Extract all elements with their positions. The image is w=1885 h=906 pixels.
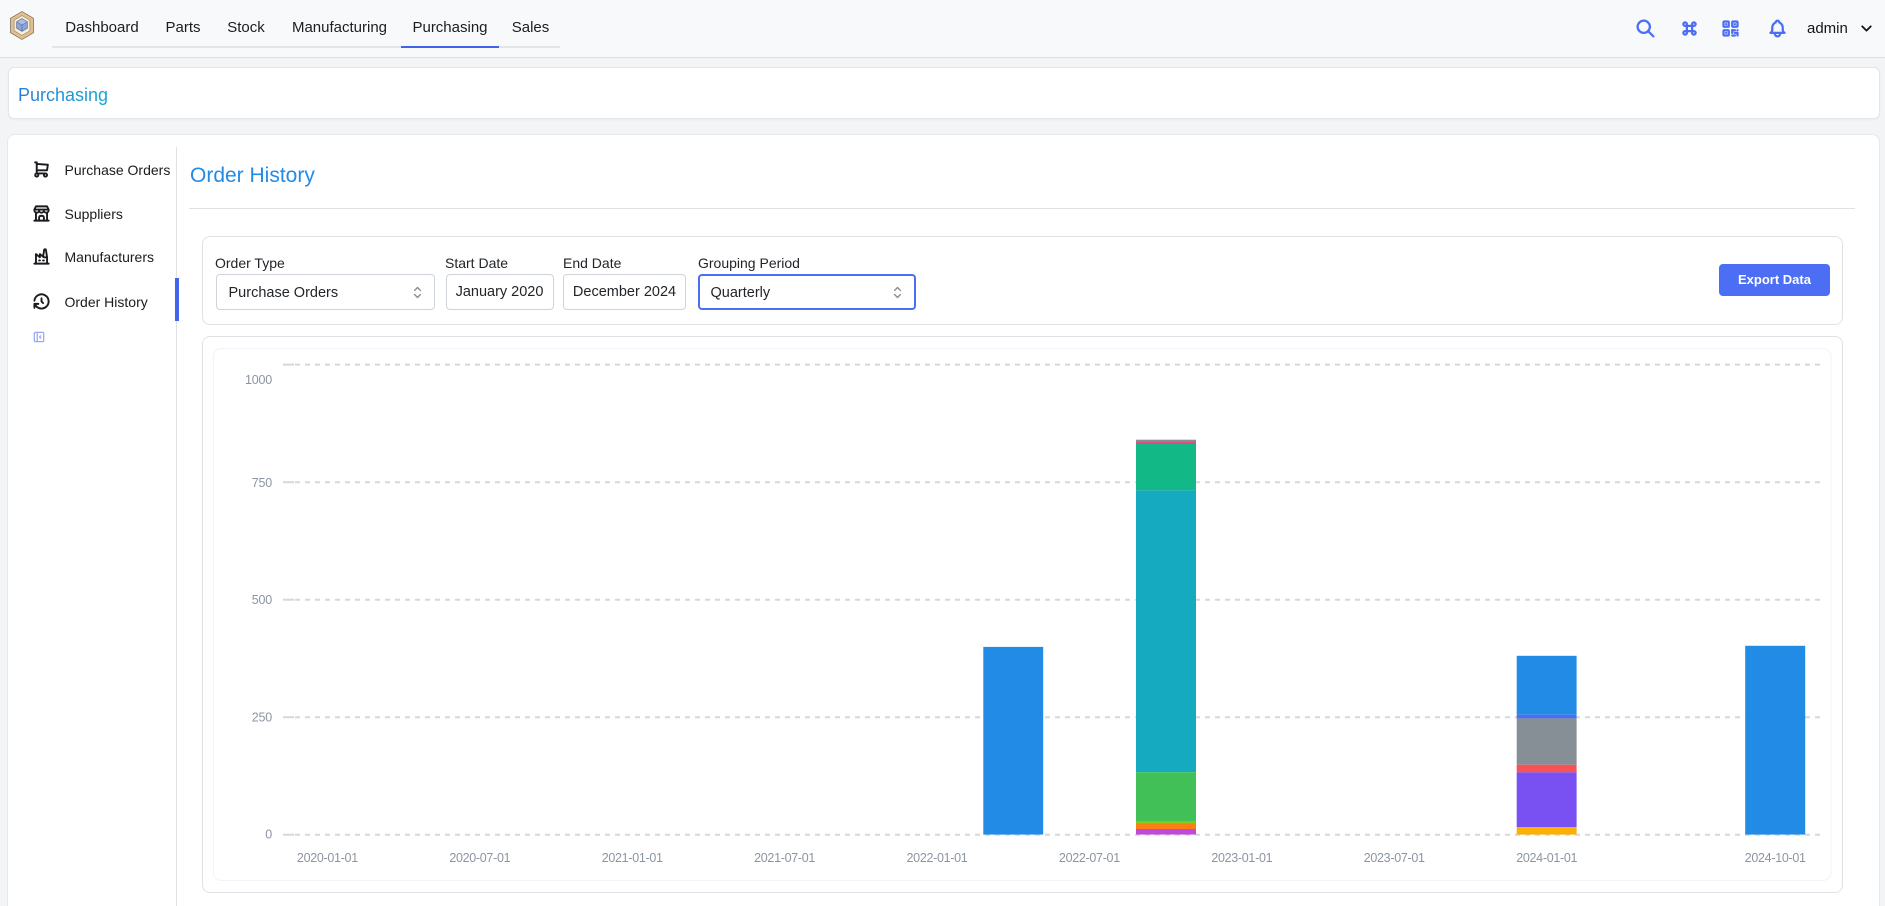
- svg-text:0: 0: [265, 828, 272, 842]
- svg-text:2024-01-01: 2024-01-01: [1516, 851, 1577, 865]
- svg-text:2020-01-01: 2020-01-01: [297, 851, 358, 865]
- svg-text:750: 750: [252, 476, 273, 490]
- svg-text:2023-07-01: 2023-07-01: [1364, 851, 1425, 865]
- svg-text:2021-07-01: 2021-07-01: [754, 851, 815, 865]
- svg-text:1000: 1000: [245, 373, 272, 387]
- svg-text:250: 250: [252, 711, 273, 725]
- svg-text:2021-01-01: 2021-01-01: [602, 851, 663, 865]
- svg-text:2020-07-01: 2020-07-01: [449, 851, 510, 865]
- svg-text:2023-01-01: 2023-01-01: [1211, 851, 1272, 865]
- svg-text:2024-10-01: 2024-10-01: [1745, 851, 1806, 865]
- svg-text:500: 500: [252, 593, 273, 607]
- svg-text:2022-01-01: 2022-01-01: [907, 851, 968, 865]
- svg-text:2022-07-01: 2022-07-01: [1059, 851, 1120, 865]
